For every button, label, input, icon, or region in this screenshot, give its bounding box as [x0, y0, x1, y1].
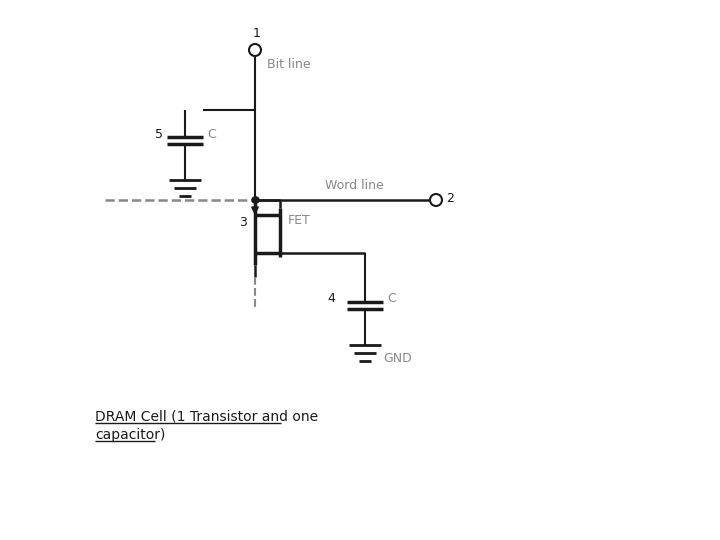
- Circle shape: [253, 197, 259, 203]
- Circle shape: [249, 44, 261, 56]
- Text: Bit line: Bit line: [267, 57, 310, 71]
- Text: 3: 3: [239, 215, 247, 228]
- Text: C: C: [207, 127, 216, 140]
- Text: 1: 1: [253, 27, 261, 40]
- Text: DRAM Cell (1 Transistor and one: DRAM Cell (1 Transistor and one: [95, 410, 318, 424]
- Text: GND: GND: [383, 353, 412, 366]
- Text: 4: 4: [327, 293, 335, 306]
- Text: 2: 2: [446, 192, 454, 205]
- Circle shape: [252, 197, 258, 203]
- Text: 5: 5: [155, 127, 163, 140]
- Text: capacitor): capacitor): [95, 428, 166, 442]
- Text: C: C: [387, 293, 396, 306]
- Circle shape: [430, 194, 442, 206]
- Text: Word line: Word line: [325, 179, 384, 192]
- Text: FET: FET: [288, 213, 311, 226]
